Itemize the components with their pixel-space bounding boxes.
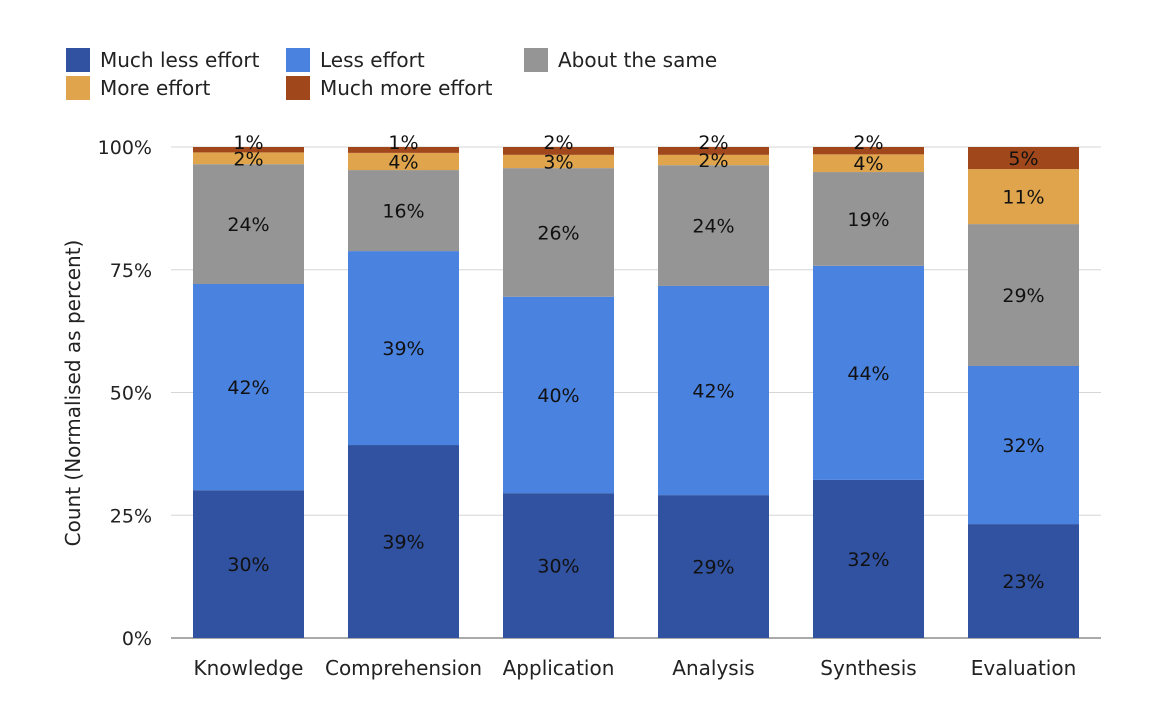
data-label: 16% xyxy=(382,201,424,223)
legend-swatch xyxy=(66,76,90,100)
bar-segment xyxy=(968,524,1079,638)
data-label: 1% xyxy=(388,132,418,154)
legend-swatch xyxy=(524,48,548,72)
data-label: 32% xyxy=(1002,435,1044,457)
data-label: 32% xyxy=(847,549,889,571)
bar-segment xyxy=(503,296,614,494)
data-label: 42% xyxy=(692,381,734,403)
data-label: 2% xyxy=(233,148,263,170)
bar-segment xyxy=(813,147,924,155)
bar-segment xyxy=(348,251,459,446)
data-label: 24% xyxy=(227,214,269,236)
y-tick-label: 25% xyxy=(110,505,152,527)
x-tick-label: Knowledge xyxy=(194,656,304,680)
y-axis-label: Count (Normalised as percent) xyxy=(61,240,85,547)
bar-segment xyxy=(813,172,924,266)
data-label: 3% xyxy=(543,151,573,173)
bar-segment xyxy=(503,147,614,155)
bar-segment xyxy=(348,445,459,638)
legend-item-much-more-effort: Much more effort xyxy=(286,76,493,100)
data-label: 29% xyxy=(1002,285,1044,307)
data-label: 23% xyxy=(1002,571,1044,593)
legend-swatch xyxy=(286,48,310,72)
data-label: 39% xyxy=(382,532,424,554)
legend-swatch xyxy=(66,48,90,72)
bar-segment xyxy=(968,365,1079,525)
legend: Much less effort Less effort About the s… xyxy=(66,44,766,104)
data-label: 42% xyxy=(227,377,269,399)
bar-segment xyxy=(193,147,304,153)
data-label: 2% xyxy=(698,132,728,154)
data-label: 4% xyxy=(853,153,883,175)
data-label: 30% xyxy=(227,554,269,576)
bar-segment xyxy=(813,154,924,173)
legend-label: More effort xyxy=(100,76,211,100)
bar-segment xyxy=(658,165,769,286)
y-tick-label: 0% xyxy=(122,628,152,650)
x-tick-label: Synthesis xyxy=(820,656,916,680)
bar-segment xyxy=(193,490,304,638)
legend-item-about-the-same: About the same xyxy=(524,48,717,72)
bar-segment xyxy=(968,224,1079,366)
bar-segment xyxy=(658,154,769,166)
data-label: 26% xyxy=(537,222,579,244)
data-label: 29% xyxy=(692,557,734,579)
bar-segment xyxy=(193,164,304,284)
legend-label: About the same xyxy=(558,48,718,72)
legend-label: Less effort xyxy=(320,48,425,72)
data-label: 30% xyxy=(537,556,579,578)
bar-segment xyxy=(348,170,459,252)
data-label: 19% xyxy=(847,209,889,231)
bar-segment xyxy=(193,283,304,491)
bar-segment xyxy=(503,168,614,297)
data-label: 24% xyxy=(692,216,734,238)
x-tick-label: Comprehension xyxy=(325,656,482,680)
legend-item-less-effort: Less effort xyxy=(286,48,425,72)
bar-segment xyxy=(193,152,304,165)
y-tick-label: 75% xyxy=(110,260,152,282)
bar-segment xyxy=(503,154,614,169)
data-label: 1% xyxy=(233,132,263,154)
data-label: 11% xyxy=(1002,187,1044,209)
data-label: 5% xyxy=(1008,148,1038,170)
x-tick-label: Analysis xyxy=(672,656,754,680)
legend-item-much-less-effort: Much less effort xyxy=(66,48,259,72)
bar-segment xyxy=(968,147,1079,170)
bar-segment xyxy=(658,147,769,155)
data-label: 40% xyxy=(537,385,579,407)
data-label: 2% xyxy=(853,132,883,154)
data-label: 2% xyxy=(698,150,728,172)
legend-label: Much less effort xyxy=(100,48,260,72)
legend-label: Much more effort xyxy=(320,76,493,100)
bar-segment xyxy=(503,493,614,638)
bar-segment xyxy=(813,265,924,480)
bar-segment xyxy=(348,147,459,153)
bar-segment xyxy=(658,285,769,496)
data-label: 4% xyxy=(388,151,418,173)
data-label: 44% xyxy=(847,363,889,385)
legend-swatch xyxy=(286,76,310,100)
data-label: 2% xyxy=(543,132,573,154)
bar-segment xyxy=(658,495,769,638)
x-tick-label: Application xyxy=(503,656,615,680)
y-tick-label: 50% xyxy=(110,383,152,405)
bar-segment xyxy=(813,479,924,638)
bar-segment xyxy=(348,152,459,171)
legend-item-more-effort: More effort xyxy=(66,76,210,100)
x-tick-label: Evaluation xyxy=(971,656,1077,680)
y-tick-label: 100% xyxy=(98,137,152,159)
bar-segment xyxy=(968,169,1079,225)
data-label: 39% xyxy=(382,338,424,360)
